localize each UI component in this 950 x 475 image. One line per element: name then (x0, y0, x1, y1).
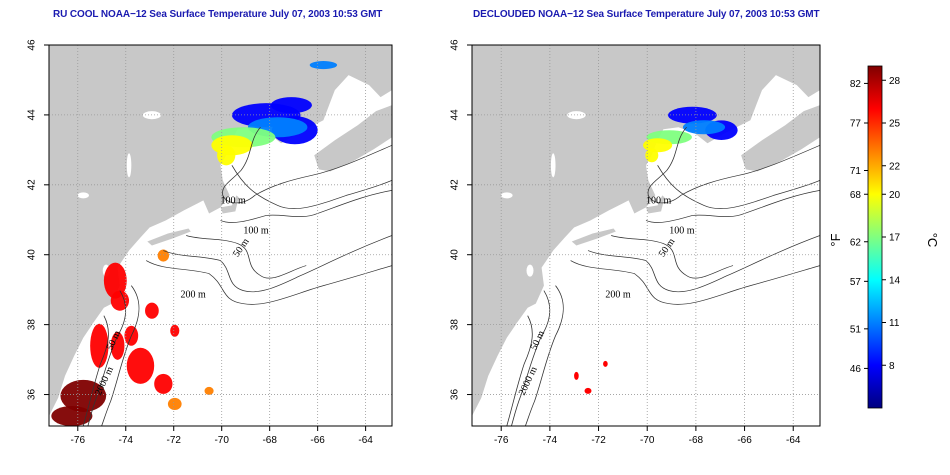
sst-patch (103, 262, 127, 299)
sst-patch (60, 379, 107, 412)
celsius-tick-label: 20 (889, 190, 901, 201)
y-tick-label: 46 (27, 39, 38, 51)
y-tick-label: 36 (450, 389, 461, 401)
y-tick-label: 42 (27, 179, 38, 191)
x-tick-label: -72 (591, 435, 606, 446)
sst-patch (204, 386, 214, 395)
y-tick-label: 44 (27, 109, 38, 121)
x-tick-label: -66 (310, 435, 325, 446)
map-frame (471, 44, 821, 427)
x-tick-label: -64 (358, 435, 373, 446)
y-tick-label: 42 (450, 179, 461, 191)
x-tick-label: -68 (262, 435, 277, 446)
sst-patch (584, 387, 592, 394)
fahrenheit-tick-label: 51 (850, 324, 862, 335)
x-tick-label: -70 (640, 435, 655, 446)
sst-patch (154, 373, 173, 394)
sst-patch (603, 360, 608, 367)
fahrenheit-tick-label: 57 (850, 277, 862, 288)
y-tick-label: 38 (450, 319, 461, 331)
fahrenheit-tick-label: 68 (850, 190, 862, 201)
x-tick-label: -76 (494, 435, 509, 446)
x-tick-label: -72 (167, 435, 182, 446)
sst-patch (90, 323, 109, 368)
sst-patch (110, 290, 130, 311)
sst-patch (217, 145, 236, 166)
sst-patch (157, 249, 170, 262)
colorbar: 28 25 22 20 17 14 11 8 82 77 71 68 62 57 51 46 °F °C (828, 65, 940, 409)
celsius-tick-label: 17 (889, 233, 901, 244)
contour-label: 100 m (646, 195, 672, 206)
celsius-tick-label: 11 (889, 318, 900, 329)
map-frame (48, 44, 393, 427)
sst-patch (270, 97, 312, 114)
fahrenheit-tick-label: 46 (850, 364, 862, 375)
x-tick-label: -66 (737, 435, 752, 446)
sst-patch (51, 405, 93, 426)
y-tick-label: 40 (27, 249, 38, 261)
sst-patch (167, 397, 182, 410)
right-panel-title: DECLOUDED NOAA−12 Sea Surface Temperatur… (473, 9, 820, 20)
celsius-tick-label: 28 (889, 76, 901, 87)
y-tick-label: 44 (450, 109, 461, 121)
sst-patch (110, 331, 125, 360)
contour-label: 100 m (243, 225, 269, 236)
fahrenheit-tick-label: 62 (850, 237, 862, 248)
sst-patch (170, 324, 180, 337)
sst-patch (126, 347, 155, 384)
sst-patch (682, 120, 726, 135)
y-tick-label: 40 (450, 249, 461, 261)
y-tick-label: 38 (27, 319, 38, 331)
contour-label: 100 m (669, 225, 695, 236)
celsius-tick-label: 25 (889, 119, 901, 130)
y-tick-label: 36 (27, 389, 38, 401)
sst-patch (645, 148, 659, 163)
celsius-tick-label: 8 (889, 361, 895, 372)
celsius-tick-label: 22 (889, 161, 901, 172)
left-panel-title: RU COOL NOAA−12 Sea Surface Temperature … (53, 9, 383, 20)
sst-patch (145, 302, 159, 319)
y-tick-label: 46 (450, 39, 461, 51)
x-tick-label: -74 (119, 435, 134, 446)
x-tick-label: -74 (543, 435, 558, 446)
x-tick-label: -64 (786, 435, 801, 446)
fahrenheit-tick-label: 82 (850, 79, 862, 90)
sst-patch (668, 106, 717, 124)
contour-label: 100 m (221, 195, 247, 206)
colorbar-gradient (867, 65, 883, 409)
sst-patch (309, 61, 338, 70)
contour-label: 200 m (180, 290, 206, 301)
contour-label: 200 m (605, 290, 631, 301)
fahrenheit-unit-label: °F (828, 233, 843, 246)
fahrenheit-tick-label: 71 (850, 166, 862, 177)
fahrenheit-tick-label: 77 (850, 119, 862, 130)
celsius-tick-label: 14 (889, 275, 901, 286)
sst-patch (574, 371, 579, 380)
x-tick-label: -76 (71, 435, 86, 446)
x-tick-label: -68 (689, 435, 704, 446)
x-tick-label: -70 (214, 435, 229, 446)
celsius-unit-label: °C (925, 233, 940, 248)
